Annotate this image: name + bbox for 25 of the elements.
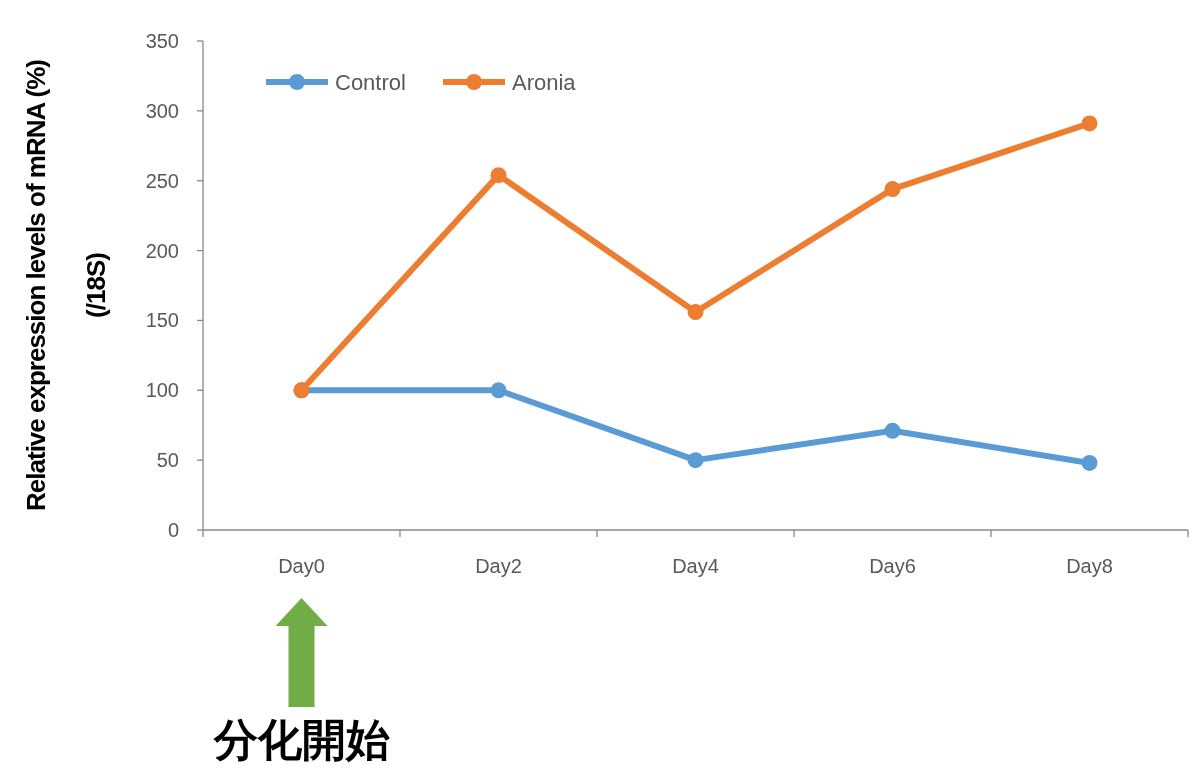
y-tick-label: 100 bbox=[145, 379, 179, 402]
legend-label: Aronia bbox=[512, 70, 577, 95]
point bbox=[1081, 115, 1098, 132]
y-tick-label: 350 bbox=[145, 30, 179, 52]
y-tick-label: 300 bbox=[145, 99, 179, 122]
y-tick-label: 150 bbox=[145, 309, 179, 332]
point bbox=[884, 422, 901, 439]
x-tick-label: Day6 bbox=[869, 555, 916, 577]
y-tick-label: 50 bbox=[156, 449, 179, 472]
x-tick-label: Day4 bbox=[672, 555, 719, 577]
legend-label: Control bbox=[335, 70, 406, 95]
x-tick-label: Day0 bbox=[278, 555, 325, 577]
y-tick-label: 200 bbox=[145, 239, 179, 262]
point bbox=[490, 167, 507, 184]
point bbox=[490, 382, 507, 399]
point bbox=[687, 452, 704, 469]
x-tick-label: Day8 bbox=[1066, 555, 1113, 577]
y-tick-label: 250 bbox=[145, 169, 179, 192]
y-axis-title: Relative expression levels of mRNA (%) (/18S) bbox=[21, 59, 111, 511]
y-tick-label: 0 bbox=[167, 519, 179, 541]
point bbox=[1081, 454, 1098, 471]
point bbox=[884, 181, 901, 198]
text: 分化開始 bbox=[212, 714, 390, 765]
point bbox=[687, 304, 704, 321]
x-tick-label: Day2 bbox=[475, 555, 522, 577]
